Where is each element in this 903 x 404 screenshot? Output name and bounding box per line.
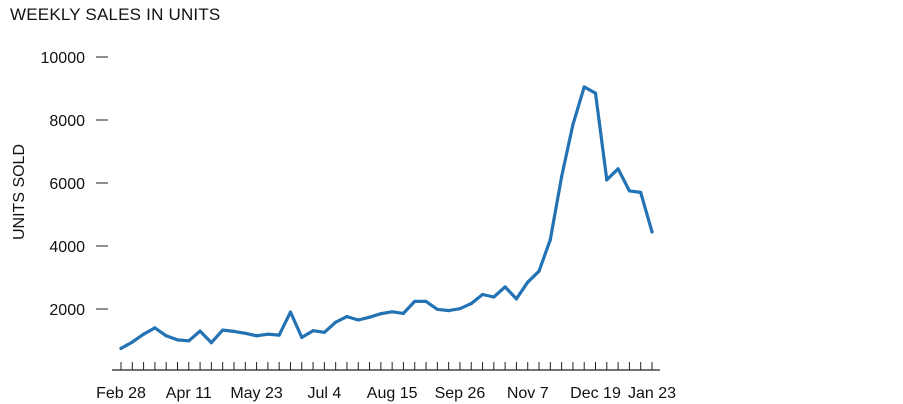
data-point [469, 302, 473, 306]
data-point [266, 332, 270, 336]
x-tick-label: Dec 19 [570, 385, 621, 402]
data-point [379, 312, 383, 316]
data-point [514, 297, 519, 301]
x-tick-label: Jul 4 [307, 385, 341, 402]
data-point [413, 299, 417, 304]
data-point [254, 334, 259, 338]
data-point [548, 238, 552, 242]
y-tick-label: 10000 [41, 50, 86, 67]
data-point [187, 339, 191, 343]
data-point [175, 338, 180, 342]
data-point [560, 175, 564, 179]
data-point [311, 329, 315, 333]
series-layer [119, 85, 654, 350]
data-point [141, 332, 146, 336]
data-point [356, 318, 360, 322]
data-point [503, 285, 507, 289]
data-point [288, 310, 293, 314]
data-point [639, 190, 643, 195]
y-axis-label: UNITS SOLD [11, 144, 28, 240]
data-point [164, 334, 168, 338]
y-tick-label: 2000 [49, 302, 85, 319]
y-tick-label: 4000 [49, 239, 85, 256]
x-tick-label: Feb 28 [96, 385, 146, 402]
data-point [401, 311, 406, 316]
y-tick-label: 6000 [49, 176, 85, 193]
data-point [277, 333, 281, 337]
data-point [492, 295, 496, 299]
data-point [616, 167, 620, 171]
data-point [221, 328, 225, 332]
data-point [424, 299, 428, 304]
x-tick-label: Aug 15 [367, 385, 418, 402]
x-axis: Feb 28 Apr 11 May 23 Jul 4 Aug 15 Sep 26 Nov 7… [96, 362, 676, 402]
data-point [582, 85, 586, 89]
data-point [119, 346, 123, 350]
data-point [627, 189, 632, 193]
y-axis: 2000 4000 6000 8000 10000 [41, 50, 108, 319]
data-point [537, 269, 541, 273]
data-point [480, 292, 485, 297]
data-point [334, 320, 338, 324]
x-tick-label: Jan 23 [628, 385, 676, 402]
data-point [447, 308, 451, 313]
data-point [209, 341, 213, 345]
data-point [650, 230, 654, 234]
data-point [526, 280, 530, 284]
data-point [458, 307, 462, 311]
y-tick-label: 8000 [49, 113, 85, 130]
data-point [300, 335, 304, 339]
x-tick-label: Nov 7 [507, 385, 549, 402]
data-point [367, 315, 372, 319]
series-line [119, 85, 654, 350]
data-point [130, 340, 134, 344]
data-point [232, 329, 236, 333]
chart-title: WEEKLY SALES IN UNITS [10, 5, 221, 24]
data-point [345, 314, 349, 319]
data-point [593, 91, 598, 95]
x-tick-label: Sep 26 [435, 385, 486, 402]
data-point [153, 326, 157, 330]
data-point [322, 330, 326, 334]
data-point [435, 307, 439, 311]
data-point [243, 331, 247, 335]
data-point [198, 329, 202, 333]
data-point [390, 310, 394, 314]
x-tick-label: May 23 [230, 385, 283, 402]
data-point [571, 123, 575, 127]
x-tick-label: Apr 11 [166, 385, 212, 402]
data-point [605, 178, 609, 182]
